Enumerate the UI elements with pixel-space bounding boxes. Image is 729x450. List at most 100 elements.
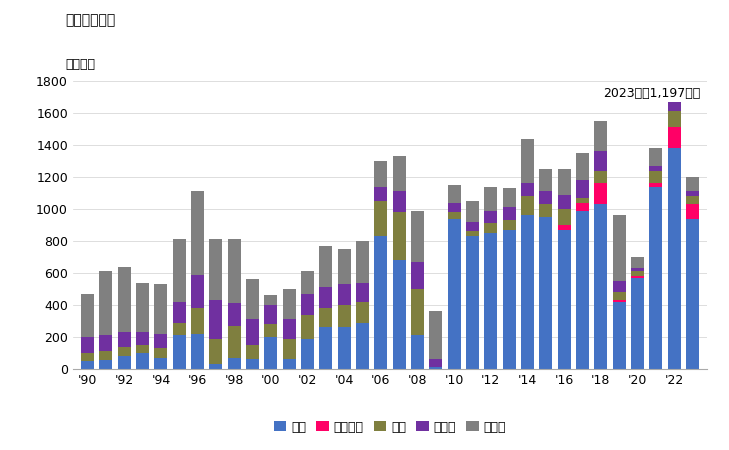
Bar [136,283,149,332]
Bar [558,194,571,209]
Bar [539,191,553,204]
Bar [393,191,405,212]
Bar [209,364,222,369]
Bar [173,323,186,335]
Bar [613,300,625,302]
Bar [265,324,277,337]
Bar [411,335,424,369]
Bar [594,184,607,204]
Bar [81,337,94,353]
Bar [429,311,443,360]
Bar [393,212,405,260]
Bar [613,281,625,292]
Bar [265,305,277,324]
Bar [319,288,332,308]
Bar [99,360,112,369]
Bar [356,241,369,283]
Bar [393,156,405,191]
Bar [668,148,681,369]
Bar [136,353,149,369]
Bar [209,239,222,300]
Bar [99,351,112,360]
Bar [81,353,94,361]
Bar [375,201,387,236]
Bar [173,302,186,323]
Bar [558,230,571,369]
Bar [155,284,167,334]
Bar [521,139,534,184]
Bar [576,180,589,198]
Bar [246,360,259,369]
Bar [191,334,204,369]
Bar [191,274,204,308]
Bar [503,230,515,369]
Bar [319,328,332,369]
Bar [539,169,553,191]
Bar [686,191,699,196]
Bar [650,184,662,187]
Bar [411,262,424,289]
Bar [81,294,94,337]
Bar [503,207,515,220]
Bar [594,121,607,151]
Bar [375,161,387,187]
Bar [631,268,644,271]
Bar [81,361,94,369]
Bar [136,332,149,345]
Text: 輸入量の推移: 輸入量の推移 [66,14,116,27]
Bar [265,295,277,305]
Bar [265,337,277,369]
Bar [521,196,534,216]
Bar [631,257,644,268]
Bar [576,153,589,180]
Bar [484,223,497,233]
Bar [466,231,479,236]
Bar [539,204,553,217]
Bar [686,219,699,369]
Bar [99,271,112,335]
Bar [319,246,332,288]
Bar [246,279,259,320]
Bar [631,276,644,278]
Bar [686,204,699,219]
Bar [594,151,607,171]
Bar [576,202,589,211]
Bar [338,284,351,305]
Bar [686,196,699,204]
Bar [301,271,314,294]
Bar [686,177,699,191]
Bar [246,345,259,360]
Bar [650,187,662,369]
Bar [650,171,662,184]
Bar [338,328,351,369]
Bar [613,302,625,369]
Bar [393,260,405,369]
Bar [191,308,204,334]
Bar [319,308,332,328]
Bar [118,356,130,369]
Bar [503,220,515,230]
Bar [668,102,681,112]
Bar [283,360,296,369]
Bar [484,211,497,223]
Bar [99,335,112,351]
Bar [484,187,497,211]
Bar [594,171,607,184]
Bar [246,320,259,345]
Bar [631,271,644,276]
Bar [283,320,296,338]
Bar [521,184,534,196]
Legend: 中国, ベトナム, 台湾, ドイツ, その他: 中国, ベトナム, 台湾, ドイツ, その他 [269,415,511,439]
Text: 2023年：1,197トン: 2023年：1,197トン [604,87,701,100]
Bar [668,127,681,148]
Bar [118,332,130,347]
Bar [227,326,241,358]
Bar [650,166,662,171]
Bar [227,303,241,326]
Bar [155,334,167,348]
Bar [375,236,387,369]
Bar [118,266,130,332]
Bar [283,289,296,320]
Bar [631,278,644,369]
Bar [484,233,497,369]
